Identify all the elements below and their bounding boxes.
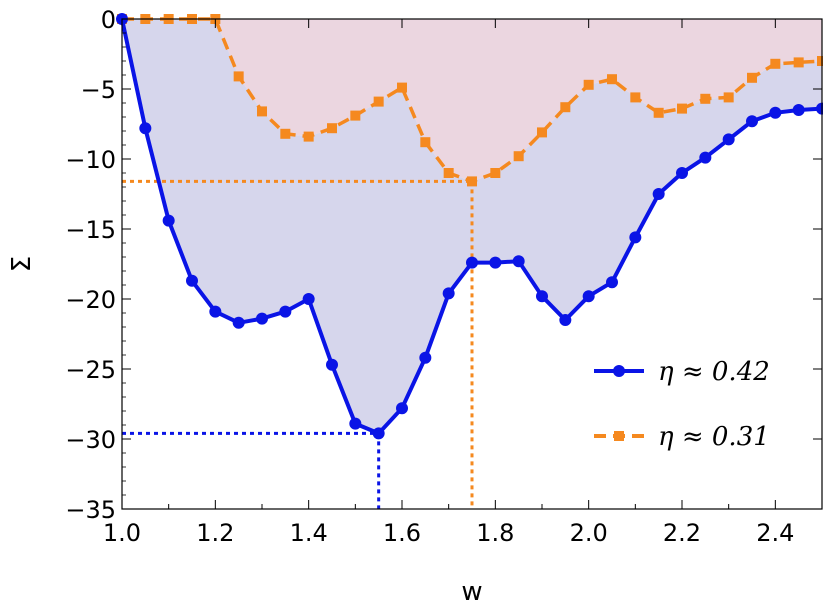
marker-eta-031-29	[793, 57, 804, 68]
marker-eta-042-29	[792, 104, 805, 116]
marker-eta-031-12	[397, 82, 407, 93]
x-tick-label-7: 2.4	[756, 519, 794, 547]
marker-eta-042-7	[279, 305, 292, 318]
y-tick-label-1: −5	[81, 76, 116, 104]
marker-eta-042-21	[606, 276, 618, 289]
marker-eta-042-24	[676, 167, 688, 179]
marker-eta-031-11	[373, 96, 384, 107]
fill-area-eta-042	[122, 19, 822, 434]
y-axis-title: Σ	[7, 256, 37, 272]
marker-eta-042-2	[162, 214, 175, 227]
x-tick-label-4: 1.8	[476, 519, 514, 547]
marker-eta-031-10	[350, 110, 361, 121]
marker-eta-042-12	[396, 402, 408, 415]
y-tick-label-7: −35	[65, 496, 116, 524]
marker-eta-042-9	[326, 358, 338, 371]
marker-eta-042-23	[652, 188, 665, 200]
marker-eta-042-5	[232, 316, 245, 329]
marker-eta-031-28	[770, 58, 781, 69]
marker-eta-031-13	[420, 137, 431, 148]
y-tick-label-3: −15	[65, 216, 116, 244]
marker-eta-031-6	[257, 106, 267, 117]
marker-eta-031-14	[443, 168, 454, 178]
marker-eta-042-28	[769, 106, 782, 119]
marker-eta-042-8	[302, 293, 315, 305]
marker-eta-042-6	[256, 312, 268, 325]
axis-ticks	[121, 18, 822, 510]
marker-eta-031-16	[490, 168, 501, 178]
series-markers	[116, 13, 823, 440]
minimum-guide-lines	[122, 179, 474, 509]
marker-eta-042-18	[536, 290, 548, 303]
marker-eta-031-15	[467, 176, 477, 187]
marker-eta-042-20	[582, 290, 595, 303]
plot-frame	[121, 18, 823, 510]
marker-eta-042-10	[349, 417, 362, 430]
y-tick-label-5: −25	[65, 356, 116, 384]
marker-eta-042-22	[629, 231, 642, 244]
marker-eta-031-17	[513, 151, 524, 162]
marker-eta-031-7	[280, 128, 291, 139]
tick-labels: 1.0 1.2 1.4 1.6 1.8 2.0 2.2 2.4 0 −5 −10 −15 −20 −25 −…	[65, 6, 794, 547]
x-tick-label-6: 2.2	[663, 519, 701, 547]
x-tick-label-2: 1.4	[290, 519, 328, 547]
marker-eta-031-27	[747, 72, 757, 83]
area-fills	[122, 19, 822, 434]
fill-area-eta-031	[122, 19, 822, 182]
marker-eta-031-25	[700, 93, 711, 104]
marker-eta-031-8	[303, 131, 314, 142]
marker-eta-042-17	[512, 255, 525, 268]
marker-eta-031-24	[677, 103, 687, 114]
marker-eta-042-4	[209, 305, 222, 318]
marker-eta-042-16	[489, 256, 502, 269]
marker-eta-031-18	[537, 127, 547, 138]
marker-eta-042-26	[722, 133, 735, 146]
marker-eta-042-1	[139, 122, 152, 135]
marker-eta-031-30	[817, 56, 823, 66]
legend-swatch-marker-1	[614, 431, 624, 441]
marker-eta-042-3	[186, 274, 198, 287]
x-tick-label-5: 2.0	[570, 519, 608, 547]
marker-eta-042-25	[699, 151, 712, 164]
marker-eta-031-19	[560, 102, 571, 113]
legend-swatch-marker-0	[613, 365, 625, 377]
x-tick-label-1: 1.2	[196, 519, 234, 547]
marker-eta-042-30	[816, 102, 823, 115]
legend-label-1: η ≈ 0.31	[658, 422, 770, 452]
marker-eta-031-21	[607, 74, 617, 85]
y-tick-label-4: −20	[65, 286, 116, 314]
x-tick-label-0: 1.0	[103, 519, 141, 547]
marker-eta-031-20	[583, 79, 594, 90]
marker-eta-031-5	[233, 71, 244, 82]
marker-eta-031-26	[723, 92, 734, 103]
legend-label-0: η ≈ 0.42	[658, 357, 770, 387]
marker-eta-042-15	[466, 256, 478, 269]
y-tick-label-0: 0	[101, 6, 116, 34]
marker-eta-031-9	[327, 123, 337, 134]
marker-eta-042-11	[372, 427, 385, 440]
marker-eta-042-14	[442, 287, 455, 300]
marker-eta-042-19	[559, 314, 572, 326]
x-tick-label-3: 1.6	[383, 519, 421, 547]
x-axis-title: w	[461, 577, 482, 607]
y-tick-label-2: −10	[65, 146, 116, 174]
marker-eta-042-27	[746, 115, 758, 128]
marker-eta-031-22	[630, 92, 641, 103]
marker-eta-031-23	[653, 107, 664, 118]
legend: η ≈ 0.42 η ≈ 0.31	[594, 357, 770, 452]
marker-eta-042-13	[419, 351, 432, 364]
y-tick-label-6: −30	[65, 426, 116, 454]
